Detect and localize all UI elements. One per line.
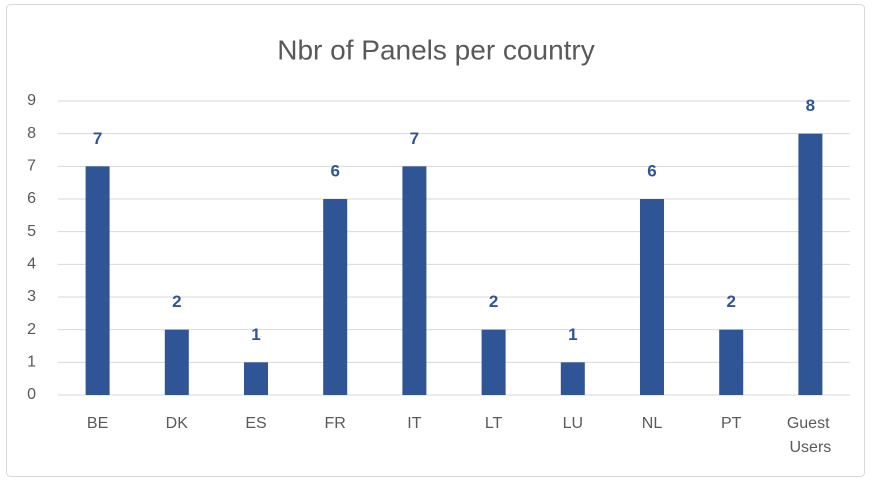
chart-border [6,4,865,477]
y-tick-label: 9 [27,92,36,109]
x-tick-label: ES [245,415,266,432]
x-tick-label: Guest Users [787,415,834,456]
y-tick-label: 4 [27,256,36,273]
data-label: 2 [489,292,498,311]
data-label: 7 [410,129,419,148]
bar [164,329,189,395]
bar [85,166,110,395]
chart-title: Nbr of Panels per country [277,34,595,65]
data-label: 6 [647,161,656,180]
data-label: 8 [806,96,815,115]
y-tick-label: 6 [27,190,36,207]
y-tick-label: 3 [27,288,36,305]
bar [560,362,585,395]
y-tick-label: 2 [27,321,36,338]
data-label: 2 [172,292,181,311]
x-tick-label: IT [407,415,421,432]
y-tick-label: 5 [27,223,36,240]
y-tick-label: 7 [27,158,36,175]
data-label: 6 [330,161,339,180]
bar [798,133,823,395]
x-tick-label: LT [485,415,503,432]
bar [402,166,427,395]
x-tick-label: FR [325,415,346,432]
bar [244,362,268,395]
x-tick-label: PT [721,415,742,432]
x-tick-label: LU [563,415,583,432]
y-tick-label: 0 [27,386,36,403]
data-label: 7 [93,129,102,148]
data-label: 1 [251,325,260,344]
data-label: 2 [726,292,735,311]
y-tick-label: 8 [27,125,36,142]
x-tick-label: DK [166,415,189,432]
data-label: 1 [568,325,577,344]
bar [719,329,744,395]
bar [323,199,348,395]
bar [481,329,506,395]
x-tick-label: BE [87,415,108,432]
x-tick-label: NL [642,415,663,432]
bar [640,199,664,395]
y-tick-label: 1 [27,354,36,371]
